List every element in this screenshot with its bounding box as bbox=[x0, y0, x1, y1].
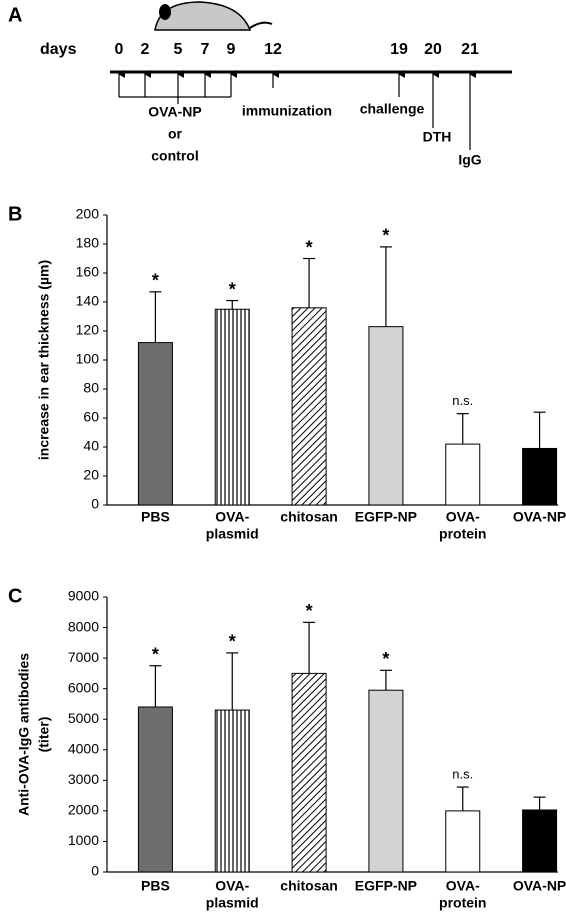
x-tick-label: OVA-NP bbox=[513, 509, 566, 525]
x-tick-label: protein bbox=[439, 526, 486, 542]
bar bbox=[368, 689, 404, 873]
x-tick-label: EGFP-NP bbox=[355, 509, 417, 525]
day-label: 20 bbox=[424, 41, 442, 58]
event-label: challenge bbox=[360, 101, 425, 117]
annotation: * bbox=[152, 645, 159, 665]
panel-label: A bbox=[8, 4, 22, 26]
treatment-label: control bbox=[151, 148, 198, 164]
x-tick-label: OVA- bbox=[215, 878, 249, 894]
bar bbox=[445, 443, 481, 506]
bar bbox=[368, 326, 404, 506]
bar bbox=[445, 810, 481, 873]
annotation: n.s. bbox=[452, 393, 473, 408]
bracket bbox=[119, 96, 231, 104]
day-label: 2 bbox=[141, 41, 150, 58]
treatment-label: or bbox=[168, 126, 183, 142]
day-label: 12 bbox=[264, 41, 282, 58]
y-axis-label: Anti-OVA-IgG antibodies bbox=[16, 653, 32, 816]
mouse-icon bbox=[154, 1, 273, 31]
y-tick-label: 2000 bbox=[68, 802, 99, 818]
y-tick-label: 160 bbox=[76, 264, 100, 280]
day-label: 0 bbox=[115, 41, 124, 58]
event-label: DTH bbox=[423, 129, 452, 145]
x-tick-label: OVA- bbox=[215, 509, 249, 525]
day-label: 7 bbox=[201, 41, 210, 58]
panel-label: C bbox=[8, 585, 22, 607]
x-tick-label: plasmid bbox=[206, 895, 259, 911]
treatment-label: OVA-NP bbox=[148, 104, 201, 120]
x-tick-label: PBS bbox=[141, 509, 170, 525]
y-tick-label: 8000 bbox=[68, 618, 99, 634]
bar bbox=[214, 709, 250, 873]
bar bbox=[137, 706, 173, 873]
y-tick-label: 120 bbox=[76, 322, 100, 338]
bar bbox=[214, 308, 250, 506]
y-tick-label: 80 bbox=[83, 380, 99, 396]
annotation: * bbox=[306, 601, 313, 621]
x-tick-label: plasmid bbox=[206, 526, 259, 542]
annotation: * bbox=[229, 632, 236, 652]
x-tick-label: chitosan bbox=[280, 878, 338, 894]
annotation: * bbox=[306, 237, 313, 257]
event-label: immunization bbox=[242, 103, 332, 119]
x-tick-label: OVA- bbox=[446, 878, 480, 894]
annotation: n.s. bbox=[452, 766, 473, 781]
day-label: 19 bbox=[390, 41, 408, 58]
day-label: 21 bbox=[461, 41, 479, 58]
event-label: IgG bbox=[458, 152, 481, 168]
y-tick-label: 20 bbox=[83, 467, 99, 483]
annotation: * bbox=[229, 279, 236, 299]
y-tick-label: 40 bbox=[83, 438, 99, 454]
y-tick-label: 3000 bbox=[68, 771, 99, 787]
annotation: * bbox=[152, 271, 159, 291]
y-axis-label: increase in ear thickness (µm) bbox=[36, 260, 52, 460]
day-label: 9 bbox=[227, 41, 236, 58]
y-tick-label: 0 bbox=[91, 863, 99, 879]
y-tick-label: 5000 bbox=[68, 710, 99, 726]
annotation: * bbox=[382, 649, 389, 669]
y-tick-label: 140 bbox=[76, 293, 100, 309]
y-axis-label: (titer) bbox=[36, 717, 52, 753]
day-label: 5 bbox=[174, 41, 183, 58]
x-tick-label: chitosan bbox=[280, 509, 338, 525]
y-tick-label: 9000 bbox=[68, 588, 99, 604]
y-tick-label: 0 bbox=[91, 496, 99, 512]
x-tick-label: PBS bbox=[141, 878, 170, 894]
y-tick-label: 60 bbox=[83, 409, 99, 425]
y-tick-label: 100 bbox=[76, 351, 100, 367]
x-tick-label: EGFP-NP bbox=[355, 878, 417, 894]
bar bbox=[522, 447, 558, 506]
axis-label: days bbox=[40, 41, 77, 58]
y-tick-label: 1000 bbox=[68, 832, 99, 848]
bar bbox=[291, 307, 327, 506]
y-tick-label: 4000 bbox=[68, 740, 99, 756]
y-tick-label: 200 bbox=[76, 206, 100, 222]
bar bbox=[137, 342, 173, 506]
bar bbox=[522, 809, 558, 873]
x-tick-label: OVA-NP bbox=[513, 878, 566, 894]
bar bbox=[291, 672, 327, 873]
panel-label: B bbox=[8, 203, 22, 225]
y-tick-label: 6000 bbox=[68, 679, 99, 695]
x-tick-label: protein bbox=[439, 895, 486, 911]
annotation: * bbox=[382, 226, 389, 246]
y-tick-label: 7000 bbox=[68, 649, 99, 665]
y-tick-label: 180 bbox=[76, 235, 100, 251]
x-tick-label: OVA- bbox=[446, 509, 480, 525]
